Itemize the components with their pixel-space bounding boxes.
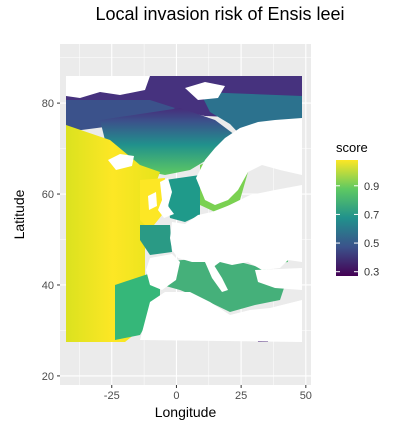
y-tick-label: 40 (42, 280, 54, 292)
iceland-land (108, 154, 134, 170)
iberia-land (146, 254, 180, 290)
legend-ticks: 0.3 0.5 0.7 0.9 (336, 181, 379, 279)
greenland-land (66, 76, 150, 98)
x-tick-label: 50 (300, 390, 312, 402)
legend-tick-label: 0.9 (364, 181, 379, 193)
svalbard-land (185, 82, 225, 100)
ireland-land (148, 192, 157, 210)
anatolia-land (255, 268, 302, 290)
x-axis-title: Longitude (155, 404, 217, 420)
legend-colorbar (336, 160, 358, 276)
continental-europe-land (170, 185, 302, 270)
y-tick-label: 60 (42, 189, 54, 201)
x-tick-label: 25 (235, 390, 247, 402)
legend-tick-label: 0.3 (364, 267, 379, 279)
great-britain-land (158, 178, 174, 218)
bay-of-biscay-region (140, 225, 172, 255)
cyprus-land (296, 320, 302, 331)
legend-tick-label: 0.5 (364, 238, 379, 250)
greenland-sea-region (66, 100, 175, 132)
legend-tick-label: 0.7 (364, 209, 379, 221)
x-axis: -25 0 25 50 (104, 385, 312, 402)
legend: score 0.3 0.5 0.7 0.9 (336, 140, 379, 279)
morocco-atlantic-region (115, 270, 160, 340)
north-sea-region (165, 175, 200, 222)
land-mask (66, 76, 302, 342)
chart-title: Local invasion risk of Ensis leei (95, 4, 345, 24)
north-africa-land (140, 292, 302, 342)
legend-title: score (336, 140, 368, 155)
scandinavia-land (196, 118, 302, 205)
y-tick-label: 80 (42, 98, 54, 110)
norwegian-sea-region (100, 108, 235, 175)
y-tick-label: 20 (42, 371, 54, 383)
x-tick-label: -25 (104, 390, 120, 402)
x-tick-label: 0 (173, 390, 179, 402)
italy-land (205, 262, 228, 292)
y-axis-title: Latitude (11, 189, 27, 239)
y-axis: 20 40 60 80 (42, 98, 60, 383)
